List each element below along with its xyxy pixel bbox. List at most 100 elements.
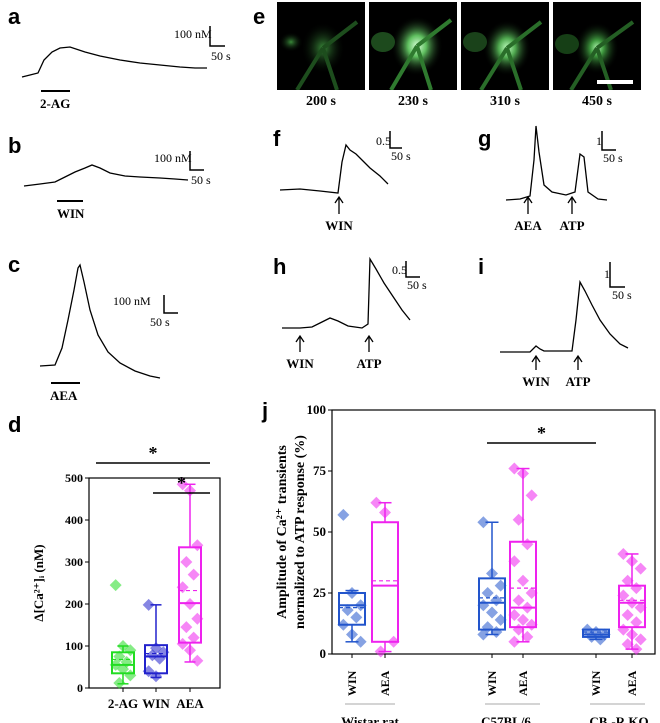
panel-label-e: e xyxy=(253,4,266,29)
data-point xyxy=(354,635,367,648)
arrow-label-g-1: AEA xyxy=(514,218,542,233)
y-tick-label: 100 xyxy=(307,402,327,417)
data-point xyxy=(626,596,638,609)
y-tick-label: 100 xyxy=(65,639,83,653)
y-axis-label: Amplitude of Ca²⁺ transients xyxy=(275,445,290,619)
trace-c xyxy=(39,263,161,379)
data-point xyxy=(124,669,137,682)
data-point xyxy=(508,462,521,475)
data-point xyxy=(346,628,358,641)
data-point xyxy=(517,574,529,587)
data-point xyxy=(180,621,193,634)
data-point xyxy=(617,623,630,636)
data-point xyxy=(187,631,200,644)
data-point xyxy=(525,489,538,502)
y-axis-label: Δ[Ca²⁺]ᵢ (nM) xyxy=(31,544,46,621)
data-point xyxy=(626,628,638,641)
data-point xyxy=(634,562,647,575)
trace-h xyxy=(282,256,411,329)
data-point xyxy=(621,638,634,651)
data-point xyxy=(184,644,196,657)
trace-f xyxy=(279,143,389,194)
data-point xyxy=(486,567,498,580)
data-point xyxy=(481,587,494,599)
y-tick-label: 75 xyxy=(313,463,327,478)
significance-marker: * xyxy=(537,423,546,443)
data-point xyxy=(354,599,367,612)
data-point xyxy=(117,663,129,676)
data-point xyxy=(634,633,647,646)
data-point xyxy=(617,547,630,560)
data-point xyxy=(150,670,162,683)
panel-label-g: g xyxy=(478,126,492,151)
arrow-label-g-2: ATP xyxy=(559,218,584,233)
trace-i xyxy=(500,279,629,353)
significance-marker: * xyxy=(177,473,186,493)
panel-label-i: i xyxy=(478,254,485,279)
y-tick-label: 300 xyxy=(65,555,83,569)
scale-label-b-x: 50 s xyxy=(191,173,211,187)
data-point xyxy=(180,556,193,568)
data-point xyxy=(370,496,383,509)
data-point xyxy=(176,637,189,650)
y-axis-label: normalized to ATP response (%) xyxy=(293,435,308,629)
data-point xyxy=(191,539,204,552)
data-point xyxy=(153,652,166,665)
group-label: CB₁-R KO xyxy=(589,714,648,723)
data-point xyxy=(124,644,137,657)
data-point xyxy=(191,612,204,625)
data-point xyxy=(512,513,525,526)
y-tick-label: 400 xyxy=(65,513,83,527)
fluorescence-image-1 xyxy=(277,2,365,90)
trace-b xyxy=(23,164,189,187)
data-point xyxy=(630,582,643,595)
stimulus-label-c: AEA xyxy=(50,388,78,403)
x-tick-label: WIN xyxy=(589,670,603,696)
fluorescence-image-4 xyxy=(553,2,641,90)
data-point xyxy=(113,650,126,663)
y-tick-label: 500 xyxy=(65,471,83,485)
panel-label-b: b xyxy=(8,133,22,158)
plot-frame xyxy=(88,477,221,689)
data-point xyxy=(585,630,598,643)
data-point xyxy=(634,601,647,614)
data-point xyxy=(512,623,525,636)
significance-marker: * xyxy=(149,443,158,463)
y-tick-label: 50 xyxy=(313,524,326,539)
data-point xyxy=(508,555,521,568)
arrow-label-h-2: ATP xyxy=(356,356,381,371)
panel-label-a: a xyxy=(8,4,21,29)
data-point xyxy=(477,516,490,529)
group-label: C57BL/6 xyxy=(481,714,531,723)
stimulus-label-a: 2-AG xyxy=(40,96,70,111)
x-tick-label: AEA xyxy=(176,696,204,711)
data-point xyxy=(374,645,387,658)
scale-label-g-x: 50 s xyxy=(603,151,623,165)
data-point xyxy=(617,589,630,602)
data-point xyxy=(490,626,503,639)
x-tick-label: WIN xyxy=(345,670,359,696)
scale-label-h-x: 50 s xyxy=(407,278,427,292)
data-point xyxy=(176,581,189,594)
data-point xyxy=(187,568,200,581)
arrow-label-i-2: ATP xyxy=(565,374,590,389)
scale-label-f-x: 50 s xyxy=(391,149,411,163)
scale-bar xyxy=(597,80,633,84)
data-point xyxy=(630,643,643,656)
arrow-label-h-1: WIN xyxy=(286,356,314,371)
x-tick-label: AEA xyxy=(516,670,530,696)
data-point xyxy=(621,574,634,587)
stimulus-label-b: WIN xyxy=(57,206,85,221)
data-point xyxy=(184,598,196,610)
panel-label-h: h xyxy=(273,254,287,279)
data-point xyxy=(379,506,391,519)
data-point xyxy=(521,601,534,614)
data-point xyxy=(350,611,363,624)
scale-label-g: 1 xyxy=(596,134,602,148)
data-point xyxy=(109,579,122,592)
arrow-label-f-1: WIN xyxy=(325,218,353,233)
data-point xyxy=(477,599,490,612)
x-tick-label: 2-AG xyxy=(108,696,138,711)
arrow-label-i-1: WIN xyxy=(522,374,550,389)
